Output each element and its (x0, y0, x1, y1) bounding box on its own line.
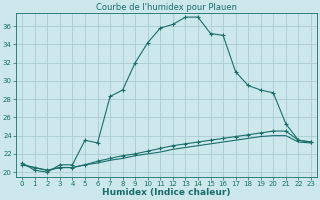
X-axis label: Humidex (Indice chaleur): Humidex (Indice chaleur) (102, 188, 231, 197)
Title: Courbe de l'humidex pour Plauen: Courbe de l'humidex pour Plauen (96, 3, 237, 12)
